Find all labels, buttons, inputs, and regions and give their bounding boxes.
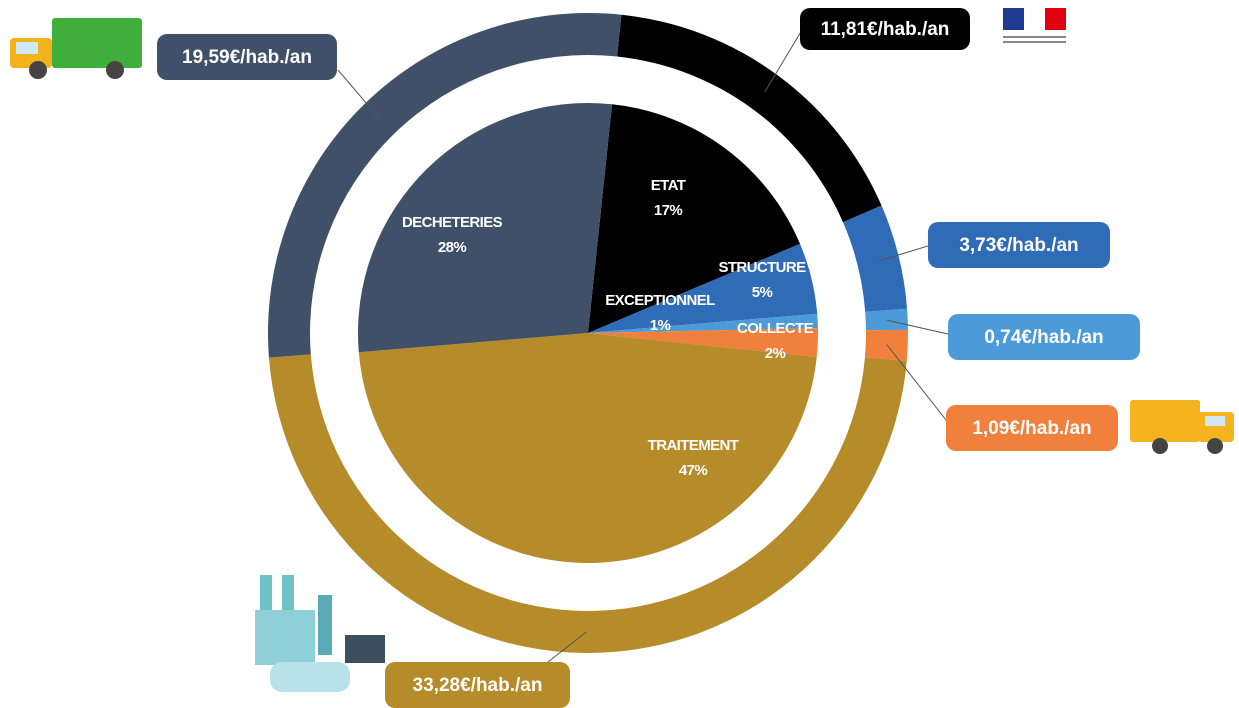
flag-logo xyxy=(1003,8,1066,43)
value-label: 19,59€/hab./an xyxy=(182,47,312,68)
value-label: 11,81€/hab./an xyxy=(821,19,950,40)
pie-slice xyxy=(359,333,817,563)
slice-category: EXCEPTIONNEL xyxy=(605,292,715,309)
ring-slice xyxy=(865,330,908,361)
truck-icon xyxy=(1130,400,1234,454)
slice-category: STRUCTURE xyxy=(718,259,806,276)
slice-percent: 17% xyxy=(654,202,682,219)
slice-percent: 5% xyxy=(752,284,773,301)
value-label: 33,28€/hab./an xyxy=(413,675,543,696)
slice-category: ETAT xyxy=(651,177,686,194)
ring-slice xyxy=(843,206,907,312)
slice-percent: 28% xyxy=(438,239,466,256)
ring-slice xyxy=(865,309,908,331)
slice-percent: 47% xyxy=(679,462,707,479)
slice-category: TRAITEMENT xyxy=(648,437,739,454)
slice-category: DECHETERIES xyxy=(402,214,503,231)
slice-category: COLLECTE xyxy=(737,320,814,337)
slice-percent: 1% xyxy=(650,317,671,334)
chart: ETAT 17% STRUCTURE 5% EXCEPTIONNEL 1% COLLECTE… xyxy=(0,0,1239,708)
slice-percent: 2% xyxy=(765,345,786,362)
factory-icon xyxy=(255,575,385,692)
truck-icon xyxy=(10,18,142,79)
value-label: 0,74€/hab./an xyxy=(984,327,1103,348)
value-label: 1,09€/hab./an xyxy=(972,418,1091,439)
value-label: 3,73€/hab./an xyxy=(959,235,1078,256)
